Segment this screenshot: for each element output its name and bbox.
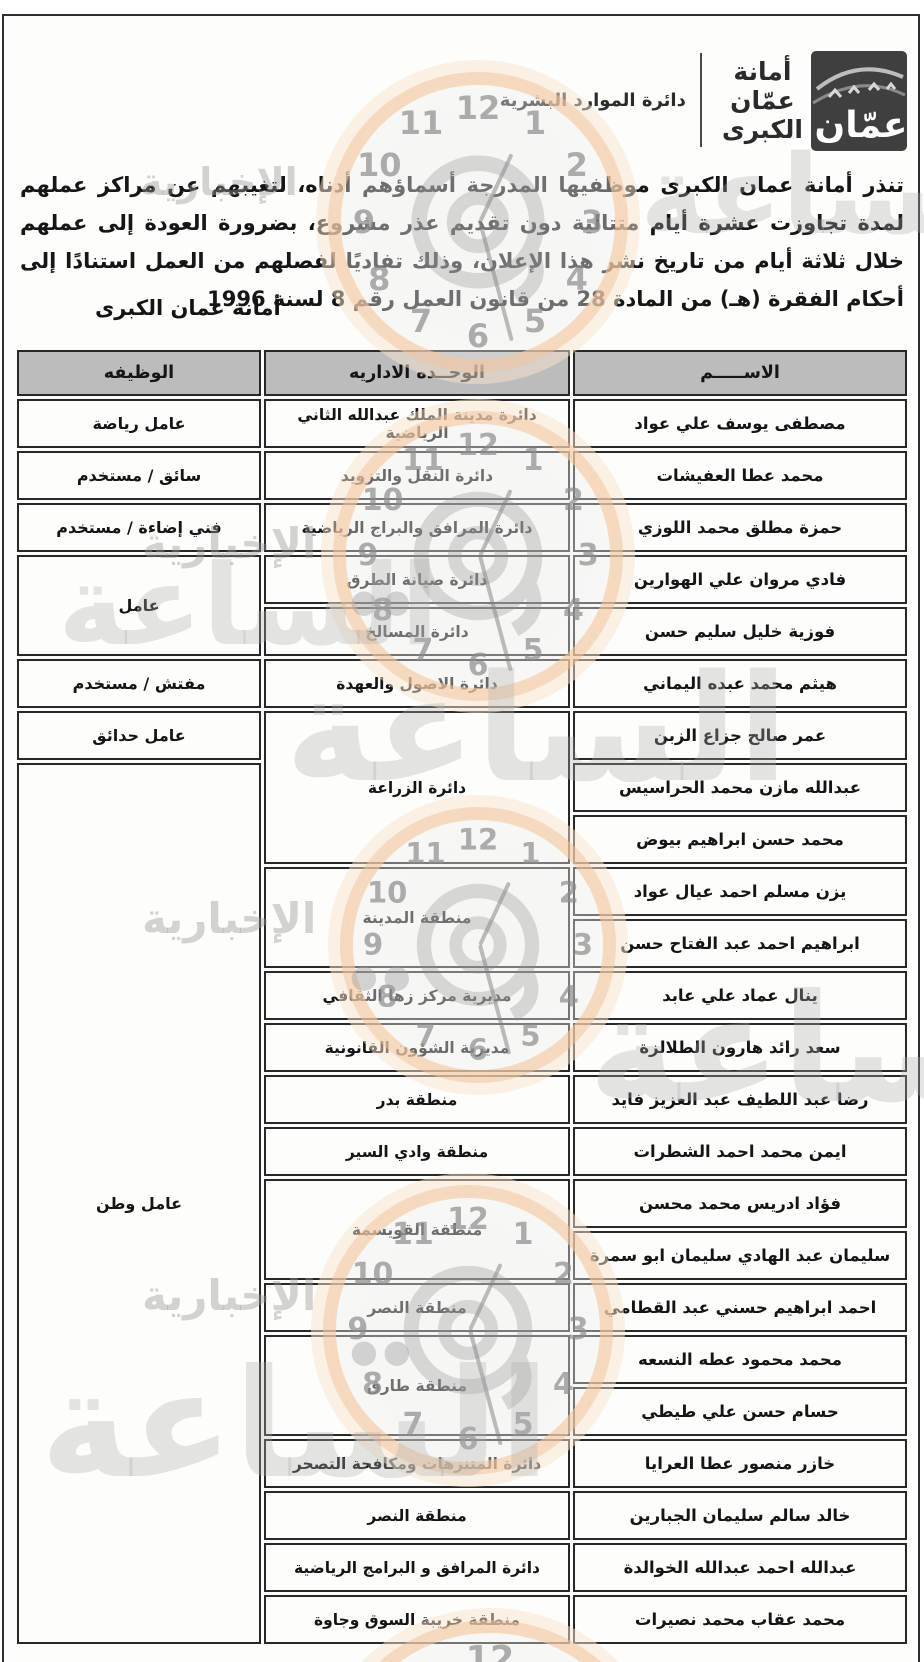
employee-name-cell: ايمن محمد احمد الشطرات: [573, 1127, 907, 1176]
table-row: عمر صالح جزاع الزبن دائرة الزراعة عامل حدا…: [17, 711, 907, 864]
admin-unit-cell: منطقة النصر: [264, 1491, 570, 1540]
admin-unit-cell: دائرة المرافق والبراج الرياضية: [264, 503, 570, 552]
table-row: عبدالله احمد عبدالله الخوالدة دائرة المرا…: [17, 1543, 907, 1592]
org-line-3: الكبرى: [721, 114, 803, 144]
admin-unit-cell: دائرة مدينة الملك عبدالله الثاني الرياضي…: [264, 399, 570, 448]
job-title-cell: فني إضاءة / مستخدم: [17, 503, 261, 552]
employee-name-cell: خالد سالم سليمان الجبارين: [573, 1491, 907, 1540]
employee-name-cell: محمد عقاب محمد نصيرات: [573, 1595, 907, 1644]
admin-unit-cell: دائرة المتنزهات ومكافحة التصحر: [264, 1439, 570, 1488]
job-title-cell: عامل رياضة: [17, 399, 261, 448]
table-row: مصطفى يوسف علي عواد دائرة مدينة الملك عبد…: [17, 399, 907, 448]
table-row: سليمان عبد الهادي سليمان ابو سمرة: [17, 1231, 907, 1280]
table-row: فوزية خليل سليم حسن دائرة المسالخ: [17, 607, 907, 656]
notice-paragraph: تنذر أمانة عمان الكبرى موظفيها المدرجة أ…: [20, 173, 904, 311]
department-title: دائرة الموارد البشرية: [499, 89, 686, 111]
employee-name-cell: محمد محمود عطه النسعه: [573, 1335, 907, 1384]
admin-unit-cell: مديرية الشؤون القانونية: [264, 1023, 570, 1072]
org-line-1: أمانة: [733, 56, 792, 86]
table-row: خالد سالم سليمان الجبارين منطقة النصر: [17, 1491, 907, 1540]
admin-unit-cell: دائرة الزراعة: [264, 711, 570, 864]
admin-unit-cell: دائرة الاصول والعهدة: [264, 659, 570, 708]
table-row: ابراهيم احمد عبد الفتاح حسن: [17, 919, 907, 968]
employee-name-cell: سليمان عبد الهادي سليمان ابو سمرة: [573, 1231, 907, 1280]
absence-roster-table: الاســـــم الوحــده الاداريه الوظيفه مصط…: [14, 347, 910, 1647]
col-header-job: الوظيفه: [17, 350, 261, 396]
employee-name-cell: ينال عماد علي عابد: [573, 971, 907, 1020]
table-row: محمد عطا العفيشات دائرة النقل والتزويد سائ…: [17, 451, 907, 500]
employee-name-cell: حسام حسن علي طيطي: [573, 1387, 907, 1436]
section-heading: أمانة عمان الكبرى: [95, 296, 281, 320]
job-title-cell: مفتش / مستخدم: [17, 659, 261, 708]
admin-unit-cell: منطقة وادي السير: [264, 1127, 570, 1176]
table-row: عبدالله مازن محمد الحراسيس عامل وطن: [17, 763, 907, 1644]
notice-table-body: مصطفى يوسف علي عواد دائرة مدينة الملك عبد…: [17, 399, 907, 1644]
employee-name-cell: محمد حسن ابراهيم بيوض: [573, 815, 907, 864]
table-row: ينال عماد علي عابد مديرية مركز زها الثقاف…: [17, 971, 907, 1020]
org-name: أمانة عمّان الكبرى: [722, 57, 803, 144]
admin-unit-cell: منطقة المدينة: [264, 867, 570, 968]
employee-name-cell: عبدالله مازن محمد الحراسيس: [573, 763, 907, 812]
table-row: رضا عبد اللطيف عبد العزيز فايد منطقة بدر: [17, 1075, 907, 1124]
table-row: يزن مسلم احمد عيال عواد منطقة المدينة: [17, 867, 907, 968]
header-divider: [699, 53, 702, 147]
employee-name-cell: عمر صالح جزاع الزبن: [573, 711, 907, 760]
table-row: محمد حسن ابراهيم بيوض: [17, 815, 907, 864]
employee-name-cell: سعد رائد هارون الطلالزة: [573, 1023, 907, 1072]
table-row: ايمن محمد احمد الشطرات منطقة وادي السير: [17, 1127, 907, 1176]
employee-name-cell: هيثم محمد عبده اليماني: [573, 659, 907, 708]
employee-name-cell: يزن مسلم احمد عيال عواد: [573, 867, 907, 916]
employee-name-cell: حمزة مطلق محمد اللوزي: [573, 503, 907, 552]
admin-unit-cell: مديرية مركز زها الثقافي: [264, 971, 570, 1020]
admin-unit-cell: دائرة المسالخ: [264, 607, 570, 656]
admin-unit-cell: منطقة القويسمة: [264, 1179, 570, 1280]
admin-unit-cell: دائرة المرافق و البرامج الرياضية: [264, 1543, 570, 1592]
org-line-2: عمّان: [730, 85, 795, 115]
employee-name-cell: خازر منصور عطا العرايا: [573, 1439, 907, 1488]
table-row: فادي مروان علي الهوارين دائرة صيانة الطرق…: [17, 555, 907, 656]
col-header-unit: الوحــده الاداريه: [264, 350, 570, 396]
admin-unit-cell: منطقة النصر: [264, 1283, 570, 1332]
job-title-cell: عامل وطن: [17, 763, 261, 1644]
table-header-row: الاســـــم الوحــده الاداريه الوظيفه: [17, 350, 907, 396]
employee-name-cell: رضا عبد اللطيف عبد العزيز فايد: [573, 1075, 907, 1124]
col-header-name: الاســـــم: [573, 350, 907, 396]
admin-unit-cell: منطقة خريبة السوق وجاوة: [264, 1595, 570, 1644]
employee-name-cell: احمد ابراهيم حسني عبد القطامي: [573, 1283, 907, 1332]
table-row: هيثم محمد عبده اليماني دائرة الاصول والعه…: [17, 659, 907, 708]
job-title-cell: عامل حدائق: [17, 711, 261, 760]
employee-name-cell: فوزية خليل سليم حسن: [573, 607, 907, 656]
admin-unit-cell: دائرة صيانة الطرق: [264, 555, 570, 604]
table-row: محمد محمود عطه النسعه منطقة طارق: [17, 1335, 907, 1436]
table-row: احمد ابراهيم حسني عبد القطامي منطقة النصر: [17, 1283, 907, 1332]
header-brand: عمّان أمانة عمّان الكبرى دائرة الموارد ا…: [500, 44, 907, 156]
job-title-cell: سائق / مستخدم: [17, 451, 261, 500]
employee-name-cell: محمد عطا العفيشات: [573, 451, 907, 500]
employee-name-cell: مصطفى يوسف علي عواد: [573, 399, 907, 448]
amman-municipality-logo-icon: عمّان: [811, 49, 907, 151]
admin-unit-cell: منطقة طارق: [264, 1335, 570, 1436]
table-row: حسام حسن علي طيطي: [17, 1387, 907, 1436]
admin-unit-cell: دائرة النقل والتزويد: [264, 451, 570, 500]
employee-name-cell: ابراهيم احمد عبد الفتاح حسن: [573, 919, 907, 968]
employee-name-cell: فادي مروان علي الهوارين: [573, 555, 907, 604]
employee-name-cell: عبدالله احمد عبدالله الخوالدة: [573, 1543, 907, 1592]
employee-name-cell: فؤاد ادريس محمد محسن: [573, 1179, 907, 1228]
table-row: حمزة مطلق محمد اللوزي دائرة المرافق والبر…: [17, 503, 907, 552]
admin-unit-cell: منطقة بدر: [264, 1075, 570, 1124]
table-row: فؤاد ادريس محمد محسن منطقة القويسمة: [17, 1179, 907, 1280]
job-title-cell: عامل: [17, 555, 261, 656]
svg-text:عمّان: عمّان: [815, 105, 907, 146]
